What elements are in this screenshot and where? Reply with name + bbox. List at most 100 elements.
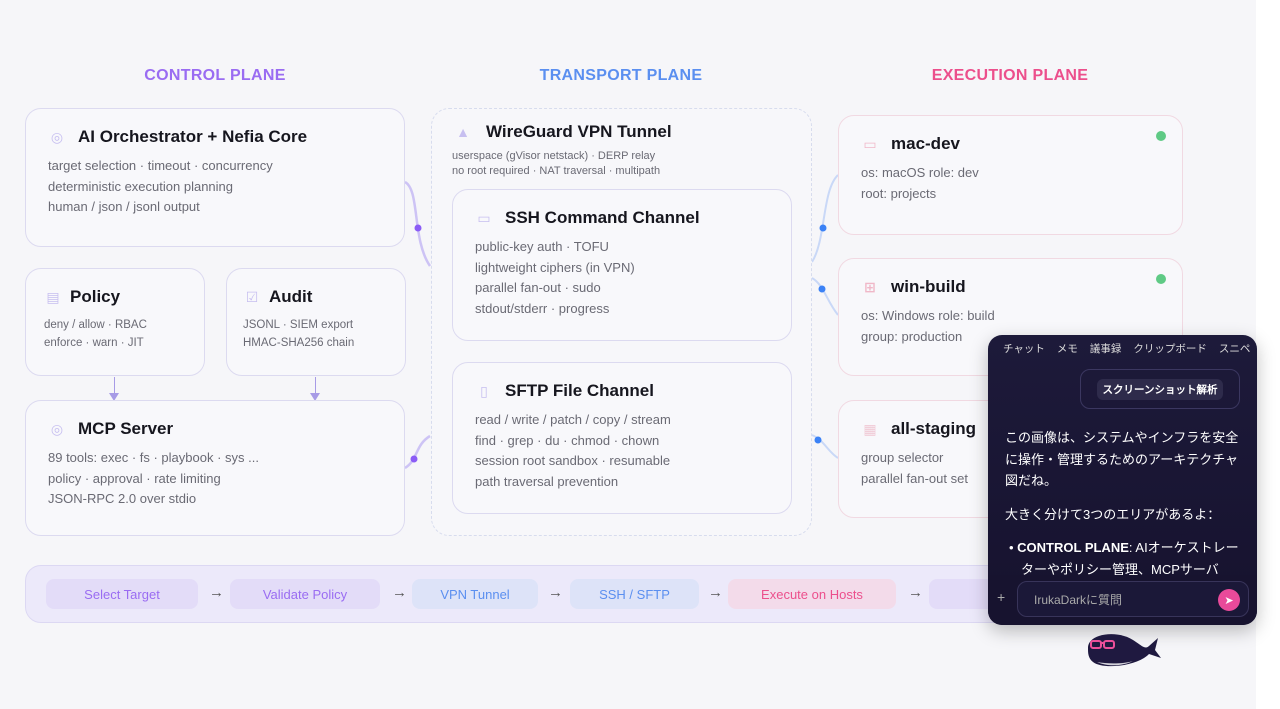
arrow-right-icon: → — [392, 584, 407, 601]
tab-memo[interactable]: メモ — [1056, 343, 1078, 355]
card-line: group: production — [861, 328, 963, 344]
tab-snippets[interactable]: スニペ — [1218, 343, 1251, 355]
message-paragraph: この画像は、システムやインフラを安全に操作・管理するためのアーキテクチャ図だね。 — [1005, 430, 1239, 488]
connector-dot — [819, 224, 827, 232]
tab-chat[interactable]: チャット — [1003, 343, 1045, 355]
pipeline-step: SSH / SFTP — [570, 579, 699, 609]
policy-card: ▤ Policy deny / allow · RBAC enforce · wa… — [25, 268, 205, 376]
card-title: win-build — [891, 277, 966, 296]
sftp-channel-card: ▯ SFTP File Channel read / write / patch … — [452, 362, 792, 514]
connector-line — [404, 180, 432, 267]
arrow-right-icon: → — [708, 584, 723, 601]
arrow-right-icon: → — [209, 584, 224, 601]
grid-icon: ▦ — [863, 420, 877, 437]
status-online-indicator — [1156, 131, 1166, 141]
mcp-server-card: ◎ MCP Server 89 tools: exec · fs · playbo… — [25, 400, 405, 536]
card-title: MCP Server — [78, 419, 174, 438]
card-line: 89 tools: exec · fs · playbook · sys ... — [48, 450, 259, 465]
windows-icon: ⊞ — [864, 278, 876, 295]
header-control-plane: CONTROL PLANE — [144, 67, 286, 84]
card-line: find · grep · du · chmod · chown — [475, 432, 660, 448]
card-line: session root sandbox · resumable — [475, 453, 671, 468]
card-line: JSON-RPC 2.0 over stdio — [48, 491, 197, 506]
status-online-indicator — [1156, 274, 1166, 284]
card-line: human / json / jsonl output — [48, 199, 200, 214]
audit-card: ☑ Audit JSONL · SIEM export HMAC-SHA256 c… — [226, 268, 406, 376]
whale-mascot-icon[interactable] — [1083, 628, 1163, 673]
arrow-down-icon — [310, 377, 320, 401]
message-bullet: • CONTROL PLANE: AIオーケストレーターやポリシー管理、MCPサ… — [1009, 540, 1239, 577]
card-line: public-key auth · TOFU — [475, 239, 609, 254]
arrow-right-icon: → — [548, 584, 563, 601]
card-line: parallel fan-out · sudo — [475, 280, 601, 295]
card-line: stdout/stderr · progress — [475, 300, 610, 316]
target-icon: ◎ — [50, 420, 64, 437]
message-paragraph: 大きく分けて3つのエリアがあるよ： — [1005, 506, 1221, 522]
shield-icon: ▲ — [456, 124, 470, 140]
connector-dot — [818, 285, 826, 293]
connector-dot — [814, 436, 822, 444]
add-attachment-button[interactable]: + — [997, 589, 1006, 605]
attachment-chip: スクリーンショット解析 — [1096, 378, 1224, 400]
card-title: mac-dev — [891, 134, 960, 153]
card-title: Audit — [269, 287, 313, 306]
arrow-right-icon: → — [908, 584, 923, 601]
chat-input[interactable]: IrukaDarkに質問 ➤ — [1017, 581, 1249, 617]
connector-line — [811, 277, 839, 316]
pipeline-step: Validate Policy — [230, 579, 380, 609]
card-line: read / write / patch / copy / stream — [475, 412, 671, 427]
card-line: lightweight ciphers (in VPN) — [475, 259, 635, 275]
bullet-label: CONTROL PLANE — [1017, 540, 1129, 555]
card-line: os: Windows role: build — [861, 308, 995, 323]
pipeline-bar: Select Target → Validate Policy → VPN Tu… — [25, 565, 1029, 623]
checkbox-icon: ☑ — [245, 288, 259, 305]
pipeline-step: VPN Tunnel — [412, 579, 538, 609]
document-icon: ▤ — [46, 288, 60, 305]
send-icon[interactable]: ➤ — [1218, 589, 1240, 611]
header-transport-plane: TRANSPORT PLANE — [539, 67, 703, 84]
card-line: HMAC-SHA256 chain — [243, 337, 355, 349]
input-placeholder: IrukaDarkに質問 — [1034, 593, 1123, 607]
card-line: path traversal prevention — [475, 473, 619, 489]
header-execution-plane: EXECUTION PLANE — [931, 67, 1089, 84]
tab-clipboard[interactable]: クリップボード — [1133, 343, 1207, 355]
connector-line — [811, 174, 839, 263]
host-card-mac-dev[interactable]: ▭ mac-dev os: macOS role: dev root: proje… — [838, 115, 1183, 235]
connector-dot — [410, 455, 418, 463]
card-title: SFTP File Channel — [505, 381, 654, 400]
card-title: AI Orchestrator + Nefia Core — [78, 127, 308, 146]
user-message: スクリーンショット解析 — [1080, 369, 1240, 409]
card-line: deterministic execution planning — [48, 178, 233, 194]
bullet-text: : AIオーケストレーターやポリシー管理、MCPサーバ — [1021, 540, 1239, 577]
card-line: group selector — [861, 450, 944, 465]
card-line: enforce · warn · JIT — [44, 337, 144, 349]
card-line: target selection · timeout · concurrency — [48, 158, 273, 173]
target-icon: ◎ — [50, 128, 64, 145]
connector-line — [811, 434, 839, 459]
card-title: Policy — [70, 287, 121, 306]
assistant-message: この画像は、システムやインフラを安全に操作・管理するためのアーキテクチャ図だね。… — [1005, 427, 1245, 592]
pipeline-step: Select Target — [46, 579, 198, 609]
file-icon: ▯ — [480, 382, 488, 399]
chat-panel: チャット メモ 議事録 クリップボード スニペ スクリーンショット解析 この画像… — [988, 335, 1257, 625]
card-line: no root required · NAT traversal · multi… — [452, 165, 661, 177]
card-line: root: projects — [861, 185, 937, 201]
card-title: all-staging — [891, 419, 977, 438]
card-line: userspace (gVisor netstack) · DERP relay — [452, 150, 656, 162]
pipeline-step: Execute on Hosts — [728, 579, 896, 609]
connector-line — [404, 434, 431, 470]
ssh-channel-card: ▭ SSH Command Channel public-key auth · T… — [452, 189, 792, 341]
connector-dot — [414, 224, 422, 232]
card-line: os: macOS role: dev — [861, 165, 979, 180]
card-line: JSONL · SIEM export — [243, 319, 354, 331]
card-title: WireGuard VPN Tunnel — [486, 122, 672, 141]
tab-minutes[interactable]: 議事録 — [1089, 343, 1122, 355]
card-line: policy · approval · rate limiting — [48, 470, 221, 486]
card-title: SSH Command Channel — [505, 208, 700, 227]
orchestrator-card: ◎ AI Orchestrator + Nefia Core target sel… — [25, 108, 405, 247]
monitor-icon: ▭ — [863, 135, 877, 152]
chat-tabs: チャット メモ 議事録 クリップボード スニペ — [988, 335, 1257, 356]
card-line: parallel fan-out set — [861, 470, 968, 486]
